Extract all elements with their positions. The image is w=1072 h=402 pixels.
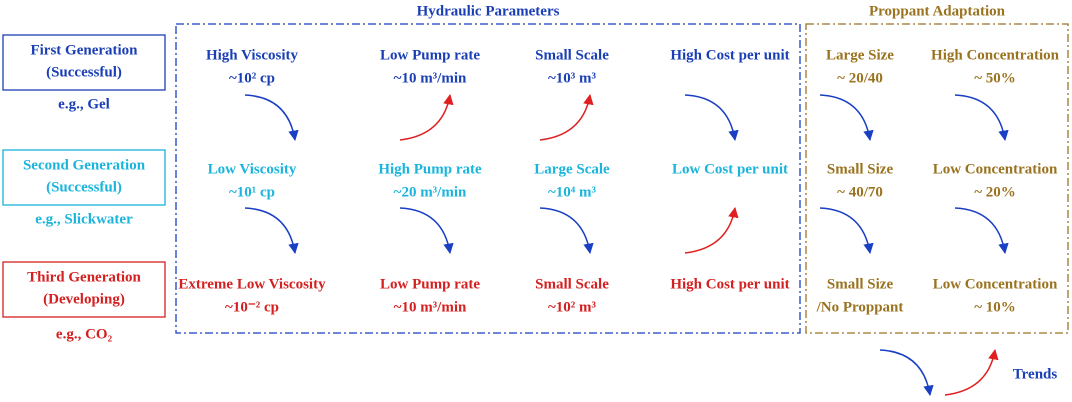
proppant-text: Low Concentration — [933, 161, 1058, 177]
trend-arrow-down — [954, 207, 1009, 255]
gen-box — [2, 149, 166, 206]
generation-example: e.g., CO₂ — [56, 326, 113, 342]
proppant-text: ~ 50% — [974, 70, 1016, 86]
trend-arrow-down — [244, 94, 299, 142]
parameter-text: Low Cost per unit — [672, 161, 788, 177]
parameter-text: ~10⁴ m³ — [548, 184, 597, 200]
generation-label: First Generation — [30, 42, 138, 58]
proppant-text: Large Size — [826, 47, 894, 63]
trend-arrow-down — [539, 207, 594, 255]
trend-arrow-up — [684, 206, 739, 254]
proppant-title: Proppant Adaptation — [869, 3, 1006, 19]
parameter-text: ~10¹ cp — [229, 184, 275, 200]
hydraulic-title: Hydraulic Parameters — [417, 3, 560, 19]
generation-label: (Successful) — [46, 64, 122, 80]
parameter-text: Small Scale — [535, 47, 609, 63]
parameter-text: Low Pump rate — [380, 47, 480, 63]
proppant-text: High Concentration — [931, 47, 1060, 63]
generation-example: e.g., Gel — [58, 96, 110, 112]
proppant-text: ~ 20/40 — [837, 70, 883, 86]
proppant-box — [805, 23, 1069, 334]
proppant-text: Small Size — [827, 161, 894, 177]
parameter-text: ~20 m³/min — [394, 184, 467, 200]
proppant-text: ~ 40/70 — [837, 184, 883, 200]
proppant-text: Low Concentration — [933, 276, 1058, 292]
parameter-text: ~10² m³ — [548, 299, 597, 315]
trend-arrow-up — [944, 348, 999, 396]
parameter-text: Large Scale — [534, 161, 610, 177]
parameter-text: Low Pump rate — [380, 276, 480, 292]
generation-label: (Developing) — [43, 291, 125, 307]
parameter-text: ~10 m³/min — [394, 299, 467, 315]
hydraulic-box — [175, 23, 801, 334]
proppant-text: ~ 20% — [974, 184, 1016, 200]
gen-box — [2, 261, 166, 318]
trend-arrow-down — [819, 94, 874, 142]
generation-label: (Successful) — [46, 179, 122, 195]
trend-arrow-down — [819, 207, 874, 255]
parameter-text: Small Scale — [535, 276, 609, 292]
proppant-text: ~ 10% — [974, 299, 1016, 315]
parameter-text: High Pump rate — [378, 161, 482, 177]
parameter-text: Low Viscosity — [208, 161, 297, 177]
trend-arrow-up — [539, 93, 594, 141]
parameter-text: ~10⁻² cp — [225, 299, 279, 315]
proppant-text: Small Size — [827, 276, 894, 292]
parameter-text: High Viscosity — [206, 47, 299, 63]
trend-arrow-down — [879, 349, 934, 397]
generation-label: Second Generation — [23, 157, 146, 173]
generation-example: e.g., Slickwater — [35, 211, 133, 227]
legend-label: Trends — [1013, 366, 1058, 382]
trend-arrow-down — [954, 94, 1009, 142]
generation-label: Third Generation — [27, 269, 141, 285]
parameter-text: ~10³ m³ — [548, 70, 597, 86]
parameter-text: ~10 m³/min — [394, 70, 467, 86]
trend-arrow-down — [244, 207, 299, 255]
trend-arrow-down — [399, 207, 454, 255]
trend-arrow-up — [399, 93, 454, 141]
parameter-text: High Cost per unit — [670, 47, 789, 63]
trend-arrow-down — [684, 94, 739, 142]
parameter-text: ~10² cp — [229, 70, 275, 86]
proppant-text: /No Proppant — [816, 299, 904, 315]
parameter-text: Extreme Low Viscosity — [178, 276, 326, 292]
gen-box — [2, 34, 166, 91]
parameter-text: High Cost per unit — [670, 276, 789, 292]
